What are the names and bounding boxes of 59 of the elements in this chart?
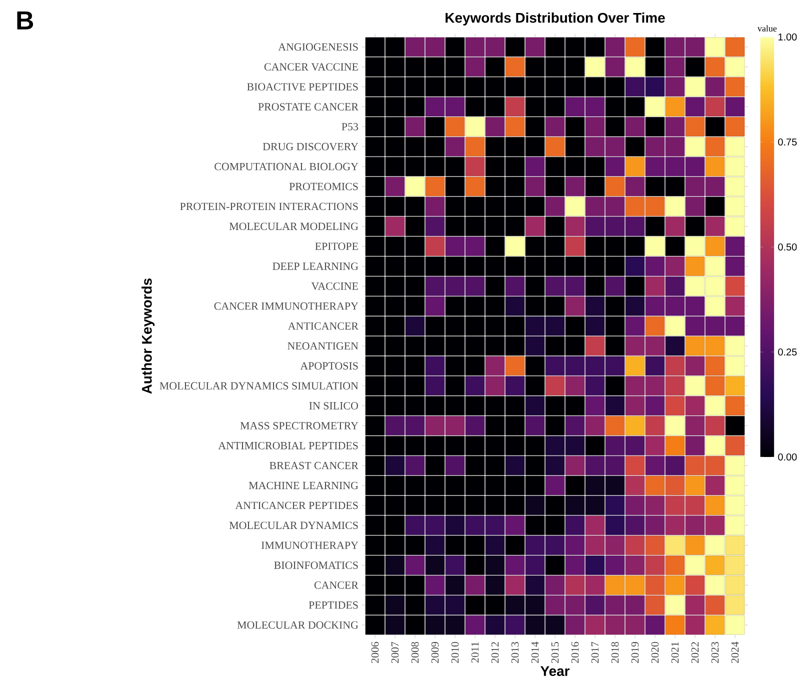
y-tick-label: MOLECULAR DOCKING	[237, 621, 358, 629]
x-tick-label: 2019	[631, 642, 639, 663]
y-tick-label: CANCER VACCINE	[264, 63, 358, 71]
x-tick-label: 2022	[691, 642, 699, 663]
y-tick-label: MACHINE LEARNING	[248, 482, 358, 490]
y-tick-label: COMPUTATIONAL BIOLOGY	[214, 162, 358, 170]
y-tick-label: MOLECULAR DYNAMICS SIMULATION	[160, 382, 358, 390]
x-tick-label: 2017	[591, 642, 599, 663]
y-tick-label: EPITOPE	[315, 242, 358, 250]
x-tick-label: 2008	[411, 642, 419, 663]
y-tick-label: ANTICANCER PEPTIDES	[235, 502, 358, 510]
x-tick-label: 2010	[451, 642, 459, 663]
text: B	[17, 12, 34, 30]
y-tick-label: CANCER	[314, 582, 358, 589]
y-tick-label: ANTICANCER	[288, 322, 358, 330]
y-tick-label: BIOINFOMATICS	[274, 562, 358, 569]
color-bar-title: value	[757, 25, 777, 32]
x-tick-label: 2018	[611, 642, 619, 663]
y-tick-label: VACCINE	[311, 282, 358, 290]
color-bar-label: 0.00	[778, 453, 797, 461]
y-tick-label: PROTEOMICS	[289, 182, 358, 190]
x-tick-label: 2016	[571, 642, 579, 663]
y-tick-label: ANGIOGENESIS	[278, 43, 358, 51]
y-tick-label: BREAST CANCER	[270, 462, 358, 470]
y-tick-label: MOLECULAR DYNAMICS	[229, 522, 358, 530]
x-tick-label: 2015	[551, 642, 559, 663]
y-tick-label: PEPTIDES	[308, 601, 358, 609]
x-tick-label: 2014	[531, 642, 539, 663]
x-tick-label: 2013	[511, 642, 519, 663]
chart-title: Keywords Distribution Over Time	[446, 12, 665, 26]
color-bar-label: 0.50	[778, 243, 797, 251]
y-tick-label: P53	[342, 123, 358, 130]
x-tick-label: 2023	[711, 642, 719, 663]
y-tick-label: DRUG DISCOVERY	[262, 142, 358, 150]
x-tick-label: 2012	[491, 642, 499, 663]
x-tick-label: 2020	[651, 642, 659, 663]
y-tick-label: BIOACTIVE PEPTIDES	[247, 83, 358, 91]
x-tick-label: 2009	[431, 642, 439, 663]
y-tick-label: APOPTOSIS	[300, 362, 358, 370]
color-bar-label: 0.75	[778, 138, 797, 146]
x-tick-label: 2024	[731, 642, 739, 663]
y-tick-label: NEOANTIGEN	[288, 342, 358, 350]
x-axis-title: Year	[540, 666, 570, 676]
y-tick-label: IMMUNOTHERAPY	[261, 542, 358, 549]
color-bar-label: 1.00	[778, 33, 797, 41]
y-tick-label: DEEP LEARNING	[272, 262, 358, 270]
y-tick-label: MASS SPECTROMETRY	[240, 422, 358, 430]
y-tick-label: IN SILICO	[309, 402, 358, 410]
x-tick-label: 2007	[391, 642, 399, 663]
y-tick-label: PROTEIN-PROTEIN INTERACTIONS	[180, 202, 358, 210]
color-bar-label: 0.25	[778, 348, 797, 356]
y-tick-label: CANCER IMMUNOTHERAPY	[214, 302, 358, 310]
y-tick-label: MOLECULAR MODELING	[229, 222, 358, 230]
x-tick-label: 2006	[371, 642, 379, 663]
y-tick-label: PROSTATE CANCER	[258, 103, 358, 110]
x-tick-label: 2021	[671, 642, 679, 663]
y-axis-title: Author Keywords	[142, 278, 155, 394]
y-tick-label: ANTIMICROBIAL PEPTIDES	[218, 442, 358, 450]
x-tick-label: 2011	[471, 642, 479, 663]
